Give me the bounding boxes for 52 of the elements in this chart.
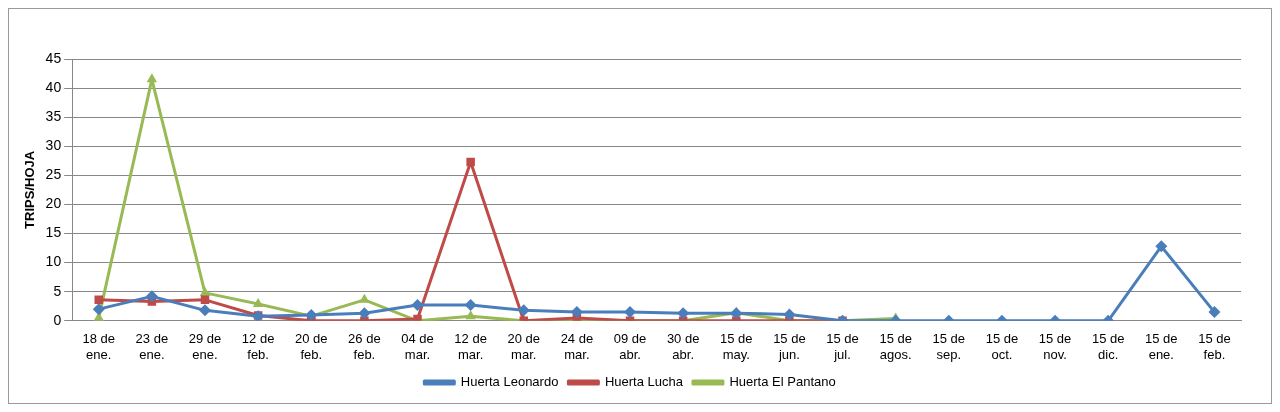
x-tick-label: 20 de feb. [294, 331, 328, 362]
point [358, 307, 371, 320]
x-tick-label: 15 de may. [720, 331, 753, 362]
y-tick-label: 40 [45, 78, 62, 95]
y-tick-label: 30 [45, 137, 62, 154]
x-tick-label: 20 de mar. [507, 331, 541, 362]
point [198, 304, 211, 317]
x-tick-label: 15 de oct. [985, 331, 1019, 362]
y-tick-label: 0 [53, 311, 62, 328]
point [252, 297, 264, 307]
legend-label: Huerta Leonardo [460, 374, 559, 390]
x-tick-label: 24 de mar. [560, 331, 594, 362]
x-tick-label: 15 de ene. [1145, 331, 1178, 362]
y-tick-label: 35 [45, 108, 62, 125]
x-tick-label: 15 de nov. [1038, 331, 1072, 362]
point [199, 286, 211, 296]
x-tick-label: 15 de agos. [879, 331, 912, 362]
y-tick-label: 45 [45, 49, 62, 66]
x-tick-label: 15 de jul. [826, 331, 859, 362]
x-tick-label: 29 de ene. [188, 331, 222, 362]
point [1155, 240, 1168, 253]
legend-label: Huerta El Pantano [729, 374, 836, 390]
y-tick-label: 5 [53, 282, 62, 299]
point [1208, 306, 1221, 319]
point [466, 157, 475, 167]
y-tick-label: 10 [45, 253, 62, 270]
x-tick-label: 15 de dic. [1091, 331, 1125, 362]
point [146, 73, 158, 83]
x-tick-label: 18 de ene. [82, 331, 116, 362]
x-tick-label: 09 de abr. [613, 331, 647, 362]
point [464, 299, 477, 312]
x-tick-label: 15 de feb. [1198, 331, 1231, 362]
x-tick-label: 30 de abr. [666, 331, 700, 362]
x-tick-label: 26 de feb. [348, 331, 381, 362]
y-axis-title: TRIPS/HOJA [22, 150, 38, 229]
point [517, 304, 530, 317]
y-tick-label: 25 [45, 166, 62, 183]
point [94, 295, 103, 305]
x-tick-label: 15 de jun. [773, 331, 806, 362]
x-tick-label: 12 de feb. [241, 331, 275, 362]
legend-label: Huerta Lucha [604, 374, 684, 390]
point [92, 303, 105, 316]
point [783, 308, 796, 321]
x-tick-label: 04 de mar. [401, 331, 434, 362]
x-tick-label: 12 de mar. [454, 331, 487, 362]
point [145, 290, 158, 303]
y-tick-label: 20 [45, 195, 62, 212]
x-tick-label: 15 de sep. [932, 331, 966, 362]
y-tick-label: 15 [45, 224, 62, 241]
point [411, 299, 424, 312]
point [465, 310, 476, 320]
x-tick-label: 23 de ene. [135, 331, 169, 362]
